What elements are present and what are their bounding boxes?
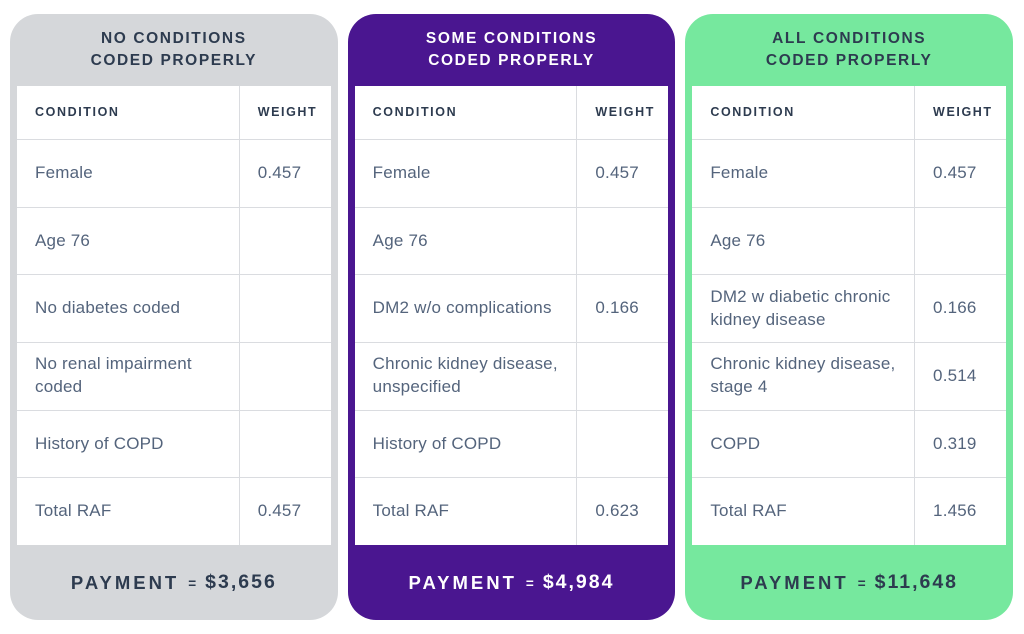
table-row: Age 76 bbox=[354, 206, 669, 275]
table-header-row: CONDITION WEIGHT bbox=[17, 86, 331, 139]
card-title-rest: CONDITIONS bbox=[807, 29, 927, 47]
weight-cell bbox=[240, 411, 331, 478]
table-row: No diabetes coded bbox=[17, 274, 331, 343]
payment-equals: = bbox=[857, 576, 866, 591]
condition-cell: DM2 w diabetic chronic kidney disease bbox=[692, 275, 916, 343]
conditions-table: CONDITION WEIGHT Female 0.457 Age 76 No … bbox=[17, 86, 331, 546]
card-title-rest: CONDITIONS bbox=[127, 29, 247, 47]
table-row: Female 0.457 bbox=[354, 139, 669, 207]
card-title-line-1: ALL CONDITIONS bbox=[772, 28, 926, 50]
card-title: NO CONDITIONS CODED PROPERLY bbox=[10, 14, 338, 86]
table-row-total-raf: Total RAF 0.457 bbox=[17, 477, 331, 546]
payment-amount: $11,648 bbox=[874, 571, 959, 593]
weight-cell: 0.319 bbox=[933, 433, 977, 453]
payment-footer: PAYMENT = $11,648 bbox=[685, 545, 1013, 620]
condition-cell: Female bbox=[692, 140, 916, 207]
table-row: DM2 w diabetic chronic kidney disease 0.… bbox=[692, 274, 1007, 343]
table-row: Chronic kidney disease, unspecified bbox=[354, 342, 669, 410]
weight-cell bbox=[915, 208, 1006, 275]
condition-cell: History of COPD bbox=[355, 410, 578, 478]
weight-cell: 0.457 bbox=[257, 501, 302, 521]
table-row: DM2 w/o complications 0.166 bbox=[354, 274, 669, 343]
payment-label: PAYMENT bbox=[70, 571, 180, 593]
payment-equals: = bbox=[188, 576, 197, 591]
table-row: Age 76 bbox=[692, 206, 1007, 275]
condition-cell: Female bbox=[355, 140, 578, 207]
card-title-strong-word: SOME bbox=[425, 29, 478, 47]
weight-cell: 0.166 bbox=[595, 298, 639, 318]
conditions-table: CONDITION WEIGHT Female 0.457 Age 76 DM2… bbox=[692, 86, 1007, 546]
card-title-strong-word: NO bbox=[101, 29, 128, 47]
weight-cell: 1.456 bbox=[933, 501, 977, 521]
card-title-strong-word: ALL bbox=[772, 29, 808, 47]
condition-cell: Age 76 bbox=[692, 207, 916, 275]
condition-cell: COPD bbox=[692, 410, 916, 478]
payment-amount: $4,984 bbox=[542, 571, 615, 593]
condition-cell: Age 76 bbox=[355, 207, 578, 275]
table-row: COPD 0.319 bbox=[692, 409, 1007, 478]
column-header-weight: WEIGHT bbox=[595, 105, 655, 120]
weight-cell: 0.457 bbox=[257, 162, 302, 182]
weight-cell bbox=[240, 208, 331, 275]
card-no-conditions-coded-properly: NO CONDITIONS CODED PROPERLY CONDITION W… bbox=[10, 14, 338, 620]
weight-cell bbox=[240, 275, 331, 342]
card-some-conditions-coded-properly: SOME CONDITIONS CODED PROPERLY CONDITION… bbox=[347, 14, 676, 620]
column-header-condition: CONDITION bbox=[355, 86, 578, 139]
column-header-weight: WEIGHT bbox=[257, 105, 318, 120]
card-title: SOME CONDITIONS CODED PROPERLY bbox=[348, 14, 676, 86]
conditions-table: CONDITION WEIGHT Female 0.457 Age 76 DM2… bbox=[354, 86, 669, 546]
table-row-total-raf: Total RAF 1.456 bbox=[692, 477, 1007, 546]
weight-cell: 0.623 bbox=[595, 501, 639, 521]
table-row: Age 76 bbox=[17, 206, 331, 275]
card-title-line-1: NO CONDITIONS bbox=[101, 28, 247, 50]
table-header-row: CONDITION WEIGHT bbox=[355, 86, 669, 139]
column-header-weight: WEIGHT bbox=[933, 105, 993, 120]
condition-cell: Chronic kidney disease, unspecified bbox=[355, 343, 578, 410]
condition-cell: No diabetes coded bbox=[17, 275, 240, 343]
table-row: Female 0.457 bbox=[17, 139, 331, 207]
card-all-conditions-coded-properly: ALL CONDITIONS CODED PROPERLY CONDITION … bbox=[685, 14, 1014, 620]
condition-cell: Chronic kidney disease, stage 4 bbox=[692, 343, 916, 410]
payment-equals: = bbox=[525, 576, 534, 591]
condition-cell: No renal impairment coded bbox=[17, 343, 240, 410]
table-header-row: CONDITION WEIGHT bbox=[692, 86, 1006, 139]
card-title: ALL CONDITIONS CODED PROPERLY bbox=[685, 14, 1013, 86]
condition-cell: Total RAF bbox=[17, 478, 240, 546]
payment-label: PAYMENT bbox=[740, 571, 849, 593]
table-row-total-raf: Total RAF 0.623 bbox=[354, 477, 669, 546]
table-row: Female 0.457 bbox=[692, 139, 1007, 207]
payment-label: PAYMENT bbox=[408, 571, 517, 593]
card-title-line-2: CODED PROPERLY bbox=[428, 52, 595, 69]
condition-cell: Female bbox=[17, 140, 240, 207]
condition-cell: Age 76 bbox=[17, 207, 240, 275]
column-header-condition: CONDITION bbox=[17, 86, 240, 139]
table-row: No renal impairment coded bbox=[17, 342, 331, 410]
weight-cell: 0.514 bbox=[933, 365, 977, 385]
payment-footer: PAYMENT = $4,984 bbox=[348, 545, 676, 620]
card-title-line-1: SOME CONDITIONS bbox=[426, 28, 597, 50]
weight-cell bbox=[577, 343, 668, 410]
column-header-condition: CONDITION bbox=[692, 86, 916, 139]
table-row: History of COPD bbox=[354, 409, 669, 478]
weight-cell bbox=[577, 208, 668, 275]
weight-cell: 0.457 bbox=[595, 162, 639, 182]
weight-cell: 0.457 bbox=[933, 162, 977, 182]
payment-amount: $3,656 bbox=[205, 571, 277, 593]
condition-cell: DM2 w/o complications bbox=[355, 275, 578, 343]
condition-cell: History of COPD bbox=[17, 410, 240, 478]
table-row: History of COPD bbox=[17, 409, 331, 478]
card-title-rest: CONDITIONS bbox=[477, 29, 598, 47]
weight-cell: 0.166 bbox=[933, 298, 977, 318]
card-title-line-2: CODED PROPERLY bbox=[765, 52, 933, 69]
payment-footer: PAYMENT = $3,656 bbox=[10, 545, 338, 620]
condition-cell: Total RAF bbox=[355, 478, 578, 546]
condition-cell: Total RAF bbox=[692, 478, 916, 546]
card-title-line-2: CODED PROPERLY bbox=[90, 52, 258, 69]
table-row: Chronic kidney disease, stage 4 0.514 bbox=[692, 342, 1007, 410]
weight-cell bbox=[577, 411, 668, 478]
weight-cell bbox=[240, 343, 331, 410]
